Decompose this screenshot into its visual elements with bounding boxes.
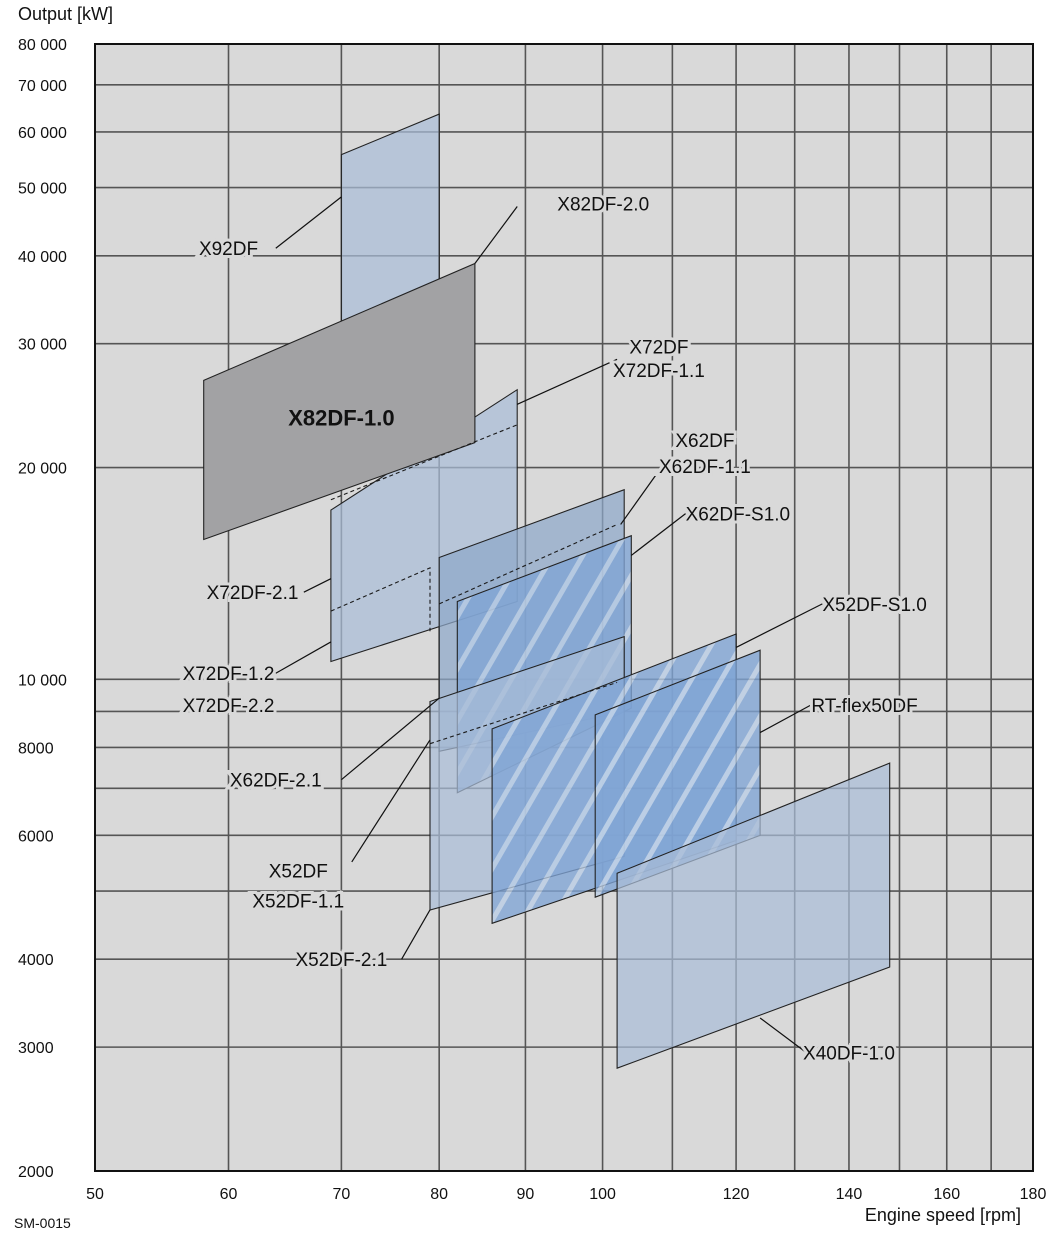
x-tick-label: 90 bbox=[517, 1186, 535, 1203]
y-tick-label: 60 000 bbox=[18, 125, 67, 142]
x-tick-label: 50 bbox=[86, 1186, 104, 1203]
x-tick-label: 70 bbox=[332, 1186, 350, 1203]
rating-dashed-line bbox=[429, 681, 618, 745]
y-tick-label: 20 000 bbox=[18, 461, 67, 478]
engine-label: X92DF bbox=[199, 239, 258, 260]
rating-dashed-line bbox=[330, 424, 518, 501]
engine-label: X72DF-2.1 bbox=[207, 583, 299, 604]
leader-line bbox=[401, 909, 431, 960]
engine-area bbox=[616, 762, 891, 1069]
engine-label: X72DF bbox=[629, 338, 688, 359]
engine-label: X52DF bbox=[269, 861, 328, 882]
x-tick-label: 80 bbox=[430, 1186, 448, 1203]
leader-line bbox=[474, 206, 518, 264]
x-tick-label: 140 bbox=[836, 1186, 863, 1203]
engine-label: X72DF-2.2 bbox=[183, 696, 275, 717]
engine-label: X40DF-1.0 bbox=[803, 1043, 895, 1064]
leader-line bbox=[275, 641, 332, 674]
x-tick-label: 60 bbox=[220, 1186, 238, 1203]
plot-frame bbox=[94, 43, 1034, 1172]
engine-label: X62DF-2.1 bbox=[230, 771, 322, 792]
engine-label: X72DF-1.1 bbox=[613, 361, 705, 382]
leader-line bbox=[759, 704, 812, 734]
y-tick-label: 50 000 bbox=[18, 181, 67, 198]
x-tick-label: 100 bbox=[589, 1186, 616, 1203]
y-tick-label: 70 000 bbox=[18, 78, 67, 95]
y-tick-label: 3000 bbox=[18, 1040, 54, 1057]
engine-label: X82DF-2.0 bbox=[557, 194, 649, 215]
y-tick-label: 2000 bbox=[18, 1164, 54, 1181]
leader-line bbox=[275, 196, 342, 249]
engine-area bbox=[203, 262, 476, 541]
x-tick-label: 180 bbox=[1020, 1186, 1047, 1203]
engine-label: X62DF-S1.0 bbox=[686, 505, 791, 526]
engine-label: X52DF-S1.0 bbox=[822, 595, 927, 616]
engine-label: X52DF-1.1 bbox=[252, 891, 344, 912]
leader-line bbox=[735, 603, 823, 648]
y-tick-label: 4000 bbox=[18, 952, 54, 969]
y-tick-label: 6000 bbox=[18, 828, 54, 845]
leader-line bbox=[351, 739, 431, 863]
leader-line bbox=[620, 465, 663, 525]
rating-dashed-line bbox=[438, 523, 618, 605]
y-tick-label: 80 000 bbox=[18, 37, 67, 54]
leader-line bbox=[516, 358, 618, 405]
x-tick-label: 120 bbox=[723, 1186, 750, 1203]
leader-line bbox=[341, 697, 440, 781]
x-tick-label: 160 bbox=[933, 1186, 960, 1203]
engine-label: X62DF bbox=[675, 431, 734, 452]
y-tick-label: 30 000 bbox=[18, 337, 67, 354]
engine-label: X52DF-2.1 bbox=[295, 950, 387, 971]
engine-label: X72DF-1.2 bbox=[183, 664, 275, 685]
engine-label: RT-flex50DF bbox=[811, 696, 917, 717]
rating-dashed-line bbox=[330, 567, 431, 632]
leader-line bbox=[630, 513, 686, 556]
engine-label: X62DF-1.1 bbox=[659, 457, 751, 478]
y-axis-title: Output [kW] bbox=[18, 4, 114, 24]
figure-code: SM-0015 bbox=[14, 1215, 71, 1231]
y-tick-label: 40 000 bbox=[18, 249, 67, 266]
y-tick-label: 10 000 bbox=[18, 672, 67, 689]
engine-label: X82DF-1.0 bbox=[288, 405, 394, 430]
leader-line bbox=[759, 1017, 807, 1053]
y-tick-label: 8000 bbox=[18, 740, 54, 757]
leader-line bbox=[303, 578, 332, 593]
x-axis-title: Engine speed [rpm] bbox=[864, 1205, 1021, 1225]
